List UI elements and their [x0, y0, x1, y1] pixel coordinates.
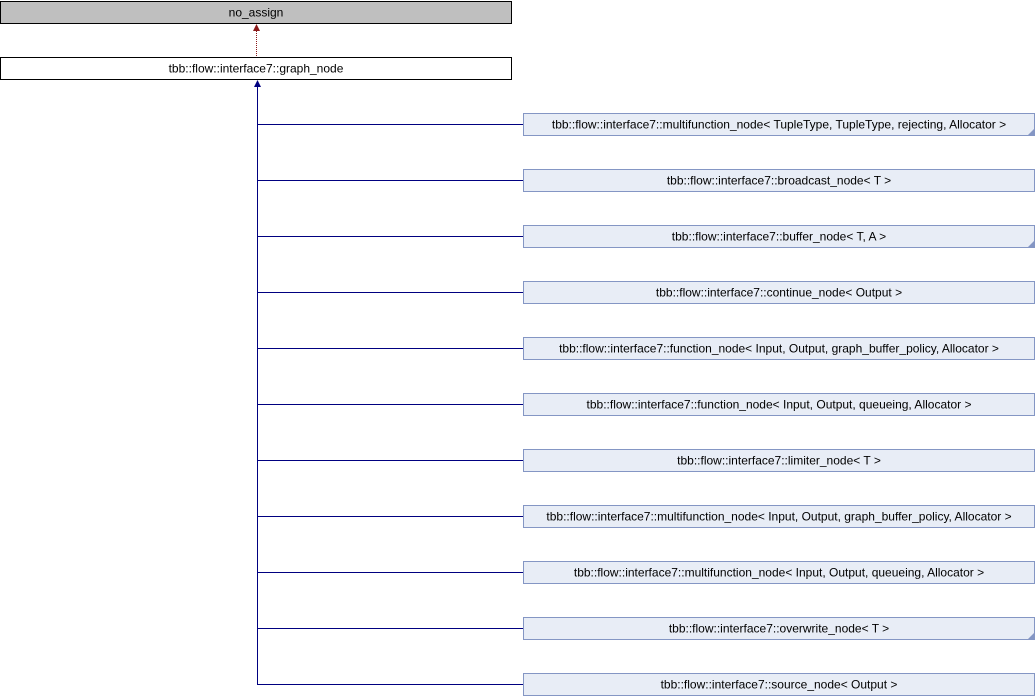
- derived-class-label: tbb::flow::interface7::multifunction_nod…: [574, 566, 984, 580]
- derived-class-node[interactable]: tbb::flow::interface7::broadcast_node< T…: [523, 169, 1035, 192]
- base-class-node[interactable]: no_assign: [0, 1, 512, 24]
- derived-class-node[interactable]: tbb::flow::interface7::function_node< In…: [523, 337, 1035, 360]
- derived-class-node[interactable]: tbb::flow::interface7::limiter_node< T >: [523, 449, 1035, 472]
- derived-class-node[interactable]: tbb::flow::interface7::overwrite_node< T…: [523, 617, 1036, 641]
- arrow-head-icon: [254, 80, 261, 87]
- current-class-node: tbb::flow::interface7::graph_node: [0, 57, 512, 80]
- more-children-corner-icon: [1027, 128, 1035, 136]
- derived-class-label: tbb::flow::interface7::broadcast_node< T…: [667, 174, 891, 188]
- derived-class-node[interactable]: tbb::flow::interface7::multifunction_nod…: [523, 113, 1036, 137]
- derived-class-node[interactable]: tbb::flow::interface7::function_node< In…: [523, 393, 1035, 416]
- derived-class-label: tbb::flow::interface7::buffer_node< T, A…: [672, 230, 886, 244]
- more-children-corner-icon: [1027, 240, 1035, 248]
- derived-class-node[interactable]: tbb::flow::interface7::source_node< Outp…: [523, 673, 1035, 696]
- base-class-label: no_assign: [229, 6, 284, 20]
- derived-class-label: tbb::flow::interface7::limiter_node< T >: [677, 454, 881, 468]
- derived-class-label: tbb::flow::interface7::function_node< In…: [587, 398, 972, 412]
- derived-class-node[interactable]: tbb::flow::interface7::multifunction_nod…: [523, 505, 1035, 528]
- derived-class-node[interactable]: tbb::flow::interface7::multifunction_nod…: [523, 561, 1035, 584]
- derived-class-label: tbb::flow::interface7::overwrite_node< T…: [669, 622, 889, 636]
- derived-class-label: tbb::flow::interface7::continue_node< Ou…: [656, 286, 902, 300]
- more-children-corner-icon: [1027, 632, 1035, 640]
- arrow-head-icon: [253, 24, 260, 31]
- derived-class-label: tbb::flow::interface7::source_node< Outp…: [661, 678, 898, 692]
- derived-class-node[interactable]: tbb::flow::interface7::buffer_node< T, A…: [523, 225, 1036, 249]
- derived-class-node[interactable]: tbb::flow::interface7::continue_node< Ou…: [523, 281, 1035, 304]
- derived-class-label: tbb::flow::interface7::function_node< In…: [559, 342, 999, 356]
- derived-class-label: tbb::flow::interface7::multifunction_nod…: [546, 510, 1011, 524]
- derived-class-label: tbb::flow::interface7::multifunction_nod…: [552, 118, 1006, 132]
- current-class-label: tbb::flow::interface7::graph_node: [169, 62, 344, 76]
